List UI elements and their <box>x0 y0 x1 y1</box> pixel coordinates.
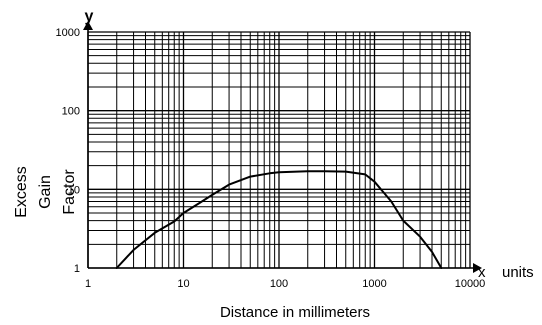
x-axis-label: Distance in millimeters <box>220 304 370 321</box>
series-line <box>115 170 443 269</box>
tick-labels: 1 10 100 1000 10000 1 10 100 1000 <box>56 27 486 290</box>
x-tick-label: 1 <box>85 278 91 290</box>
x-tick-label: 10000 <box>455 278 486 290</box>
x-tick-label: 10 <box>177 278 189 290</box>
y-tick-label: 1 <box>74 263 80 275</box>
x-axis-arrow-icon <box>473 263 482 273</box>
y-axis-name: y <box>85 8 94 25</box>
y-tick-label: 100 <box>62 106 80 118</box>
axes <box>83 21 482 273</box>
y-axis-label-line-1: Excess <box>13 166 30 218</box>
y-tick-label: 1000 <box>56 27 80 39</box>
series-layer <box>115 170 443 269</box>
y-axis-label-line-3: Factor <box>61 169 78 215</box>
y-tick-label: 10 <box>68 184 80 196</box>
y-axis-label-line-2: Gain <box>37 175 54 209</box>
x-units-label: units <box>502 264 534 281</box>
grid <box>87 31 471 269</box>
x-tick-label: 1000 <box>362 278 386 290</box>
y-axis-arrow-icon <box>83 21 93 30</box>
x-tick-label: 100 <box>270 278 288 290</box>
x-axis-name: x <box>478 264 486 281</box>
